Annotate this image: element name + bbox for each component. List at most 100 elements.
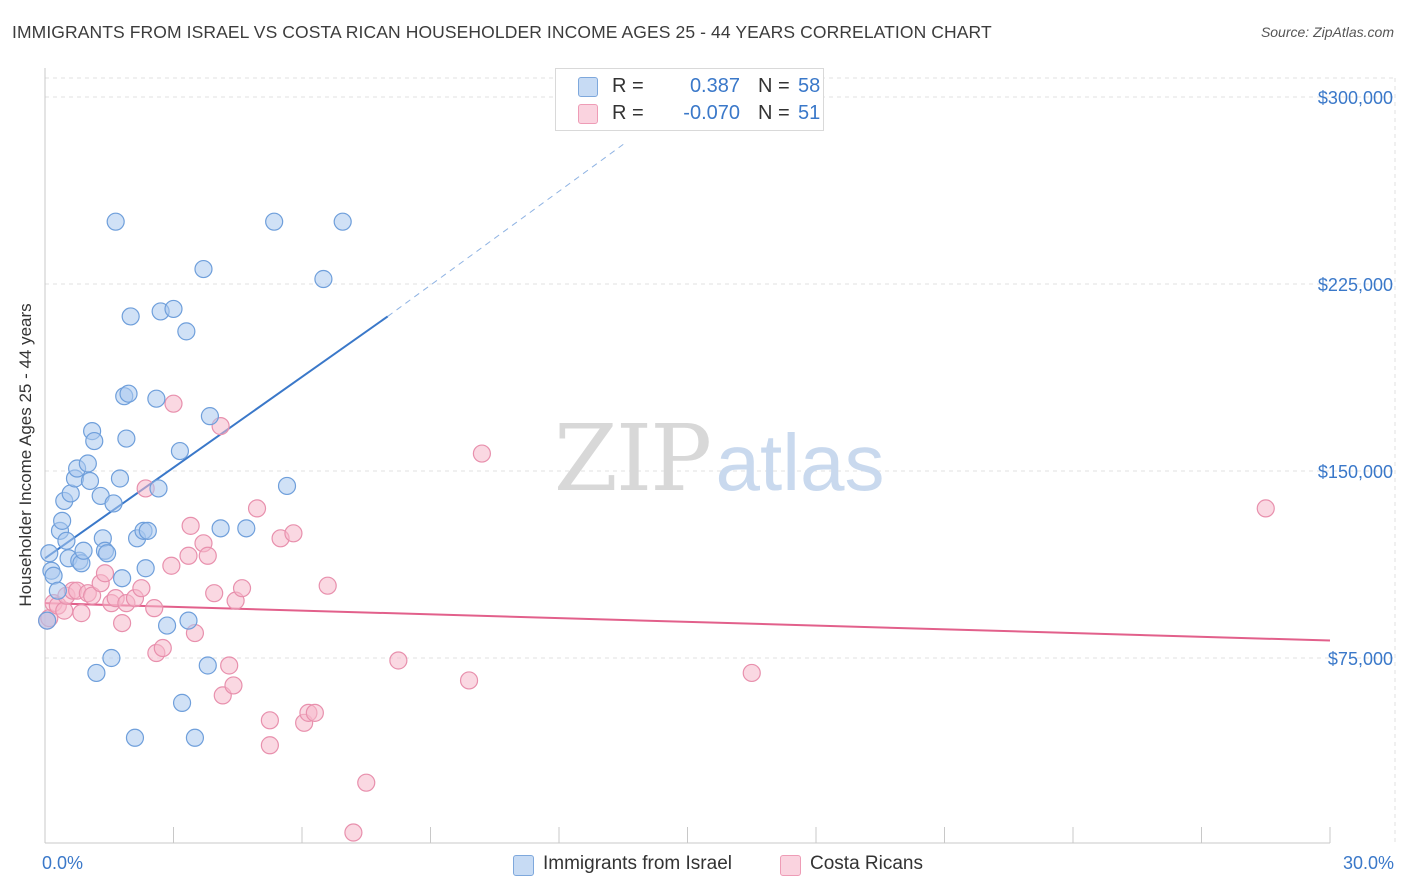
israel-point xyxy=(198,656,217,675)
israel-point xyxy=(44,566,63,585)
costa-rica-point xyxy=(153,638,172,658)
costa-rica-point xyxy=(344,823,363,842)
israel-point xyxy=(277,476,297,496)
costa-rica-point xyxy=(389,651,408,670)
costa-rica-point xyxy=(224,676,243,695)
chart-title: IMMIGRANTS FROM ISRAEL VS COSTA RICAN HO… xyxy=(12,22,992,42)
israel-point xyxy=(117,429,136,448)
series-label-costa-rica: Costa Ricans xyxy=(810,853,923,874)
israel-point xyxy=(314,269,333,289)
y-tick-label: $300,000 xyxy=(1318,88,1393,108)
israel-point xyxy=(149,479,168,498)
israel-point xyxy=(112,569,132,588)
legend-r-value: -0.070 xyxy=(683,102,740,124)
series-label-israel: Immigrants from Israel xyxy=(543,853,732,874)
israel-trend-extension xyxy=(387,143,624,317)
costa-rica-point xyxy=(205,584,224,603)
costa-rica-point xyxy=(55,601,74,620)
costa-rica-point xyxy=(72,604,91,623)
costa-rica-point xyxy=(220,656,239,675)
costa-rica-point xyxy=(1256,499,1275,518)
costa-rica-point xyxy=(145,599,164,618)
israel-point xyxy=(125,728,145,747)
costa-rica-point xyxy=(247,499,267,518)
israel-point xyxy=(61,484,80,503)
costa-rica-point xyxy=(83,586,102,605)
axes xyxy=(44,68,1331,844)
costa-rica-point xyxy=(181,516,200,535)
israel-point xyxy=(87,663,106,683)
israel-point xyxy=(53,511,72,530)
costa-rica-point xyxy=(164,394,183,413)
israel-point xyxy=(121,307,140,326)
israel-point xyxy=(138,521,157,540)
israel-point xyxy=(57,531,76,550)
legend-n-label: N = xyxy=(758,102,790,124)
israel-point xyxy=(48,581,67,600)
israel-point xyxy=(147,389,166,408)
costa-rica-point xyxy=(95,564,115,583)
israel-point xyxy=(106,212,125,231)
legend-swatch-israel xyxy=(578,77,598,97)
legend-r-value: 0.387 xyxy=(689,75,740,97)
costa-rica-trend-line xyxy=(44,602,1331,642)
y-tick-labels: $75,000 $150,000 $225,000 $300,000 xyxy=(1318,88,1393,669)
israel-point xyxy=(102,648,121,668)
y-tick-label: $150,000 xyxy=(1318,462,1393,482)
israel-point xyxy=(38,611,57,630)
israel-point xyxy=(80,471,100,491)
legend-r-label: R = xyxy=(612,75,644,97)
israel-point xyxy=(177,322,196,341)
legend-swatch-costa-rica xyxy=(578,104,598,124)
costa-rica-point xyxy=(305,703,324,722)
israel-point xyxy=(78,454,97,473)
costa-rica-point xyxy=(357,773,376,792)
chart-source: Source: ZipAtlas.com xyxy=(1260,24,1394,40)
y-tick-label: $75,000 xyxy=(1328,649,1393,669)
israel-point xyxy=(211,519,230,538)
israel-point xyxy=(74,541,93,560)
costa-rica-point xyxy=(459,671,479,690)
y-tick-label: $225,000 xyxy=(1318,275,1393,295)
costa-rica-point xyxy=(112,613,132,633)
israel-point xyxy=(194,259,213,279)
costa-rica-point xyxy=(179,546,198,565)
israel-point xyxy=(237,519,256,538)
costa-rica-point xyxy=(742,663,761,683)
israel-point xyxy=(119,384,138,403)
watermark: ZIP atlas xyxy=(554,405,885,512)
israel-point xyxy=(179,611,198,630)
x-axis-min-label: 0.0% xyxy=(42,853,84,873)
israel-point xyxy=(98,544,117,563)
israel-point xyxy=(104,494,123,513)
israel-point xyxy=(265,212,284,231)
watermark-zip: ZIP xyxy=(554,405,710,512)
costa-rica-point xyxy=(198,546,217,565)
costa-rica-point xyxy=(260,711,279,730)
watermark-atlas: atlas xyxy=(716,418,885,507)
x-axis-max-label: 30.0% xyxy=(1342,853,1394,873)
y-axis-label: Householder Income Ages 25 - 44 years xyxy=(16,303,35,607)
israel-point xyxy=(40,544,59,563)
series-swatch-israel xyxy=(513,855,534,876)
israel-point xyxy=(110,469,130,488)
legend-n-value: 51 xyxy=(798,102,821,124)
israel-point xyxy=(157,616,177,635)
israel-point xyxy=(85,431,104,451)
series-legend: Immigrants from Israel Costa Ricans xyxy=(0,852,1406,878)
legend-n-value: 58 xyxy=(798,75,821,97)
costa-rica-point xyxy=(284,524,303,543)
legend-n-label: N = xyxy=(758,75,790,97)
israel-point xyxy=(172,693,192,712)
israel-point xyxy=(170,441,190,461)
costa-rica-point xyxy=(232,579,252,598)
costa-rica-point xyxy=(318,576,337,595)
israel-point xyxy=(333,212,352,231)
costa-rica-point xyxy=(162,556,181,575)
israel-point xyxy=(200,407,220,426)
israel-point xyxy=(164,299,183,319)
costa-rica-point xyxy=(472,444,491,463)
israel-point xyxy=(136,559,155,578)
israel-trend-line xyxy=(44,315,389,560)
